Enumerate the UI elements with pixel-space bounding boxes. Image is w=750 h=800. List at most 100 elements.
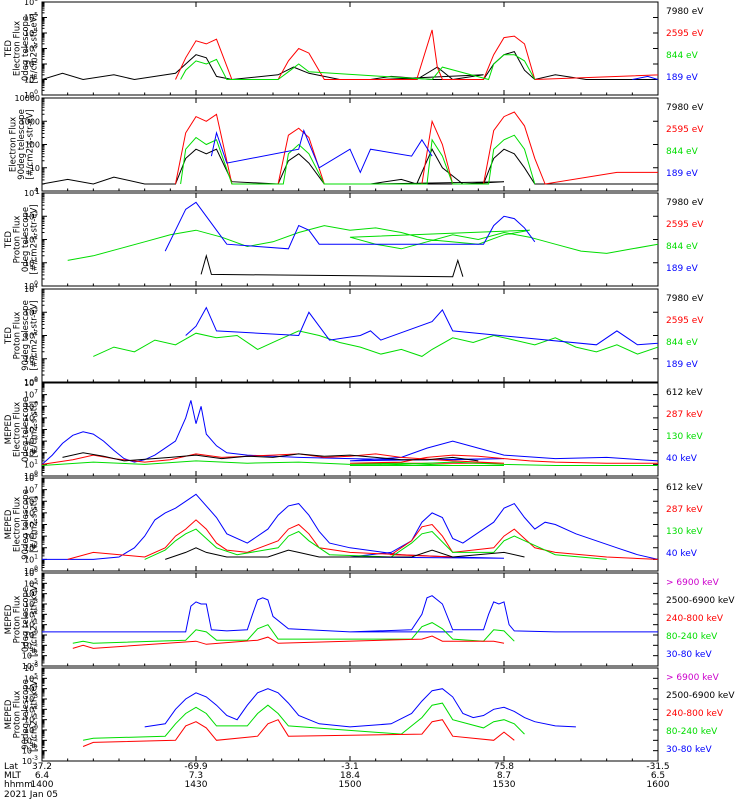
- date-label: 2021 Jan 05: [4, 790, 58, 800]
- y-tick-label: 107: [24, 389, 38, 400]
- y-axis-label-line: [#/cm2-s-str-eV]: [30, 13, 40, 83]
- y-tick-label: 106: [24, 400, 38, 411]
- series-2595-ev: [175, 29, 658, 81]
- legend-entry: 189 eV: [666, 73, 699, 83]
- series-240-800-kev: [72, 635, 505, 649]
- series-189-ev: [632, 75, 658, 80]
- series-2595-ev: [175, 111, 658, 185]
- y-axis-label-line: [#/cm2-s-str-eV]: [25, 109, 35, 179]
- panel-6: 100101102103104105106107108MEPEDElectron…: [4, 472, 703, 576]
- panel-7: 10-310-210-1100101102103104105106MEPEDPr…: [4, 567, 735, 671]
- y-tick-label: 101: [24, 74, 38, 85]
- series-80-240-kev: [83, 702, 525, 741]
- y-axis-label-line: TED: [4, 326, 14, 345]
- y-tick-label: 102: [24, 330, 38, 341]
- legend-entry: 844 eV: [666, 147, 699, 157]
- y-axis-label-line: Electron Flux: [13, 402, 23, 457]
- y-axis-label-line: 90deg telescope: [21, 489, 31, 560]
- y-axis-label-line: Proton Flux: [13, 691, 23, 739]
- series-612-kev: [165, 547, 525, 560]
- x-row-label: Lat: [4, 762, 19, 772]
- y-tick-label: 107: [24, 484, 38, 495]
- x-row-label: MLT: [4, 771, 22, 781]
- y-axis-label-line: MEPED: [4, 509, 14, 539]
- y-tick-label: 10-1: [22, 639, 38, 650]
- legend-entry: 30-80 keV: [666, 745, 712, 755]
- panel-5: 100101102103104105106107108MEPEDElectron…: [4, 377, 703, 481]
- y-tick-label: 100: [24, 724, 38, 735]
- x-tick-label: -31.5: [646, 762, 669, 772]
- legend-entry: 189 eV: [666, 360, 699, 370]
- legend-entry: 2500-6900 keV: [666, 691, 735, 701]
- y-tick-label: 104: [24, 187, 38, 198]
- y-tick-label: 106: [24, 567, 38, 578]
- y-tick-label: 101: [24, 257, 38, 268]
- panel-frame: [41, 572, 659, 667]
- y-tick-label: 100: [24, 376, 38, 387]
- y-tick-label: 104: [24, 283, 38, 294]
- y-tick-label: 100: [24, 280, 38, 291]
- legend-entry: 40 keV: [666, 549, 698, 559]
- y-tick-label: 10: [30, 164, 40, 173]
- legend-entry: 287 keV: [666, 410, 703, 420]
- x-tick-label: 1530: [493, 780, 516, 790]
- y-axis-label-line: Electron Flux: [13, 497, 23, 552]
- y-axis-label-line: 0deg telescope: [21, 397, 31, 462]
- y-tick-label: 105: [24, 672, 38, 683]
- y-tick-label: 102: [24, 542, 38, 553]
- x-tick-label: 6.4: [35, 771, 50, 781]
- series-240-800-kev: [82, 719, 515, 747]
- y-tick-label: 100: [25, 141, 40, 150]
- y-tick-label: 100: [24, 565, 38, 576]
- y-tick-label: 10-2: [22, 745, 38, 756]
- series-130-kev: [42, 460, 658, 466]
- legend-entry: 130 keV: [666, 527, 703, 537]
- legend-entry: 130 keV: [666, 432, 703, 442]
- y-axis-label-line: 90deg telescope: [21, 300, 31, 371]
- y-tick-label: 101: [24, 714, 38, 725]
- legend-entry: 2595 eV: [666, 316, 704, 326]
- y-axis-label-line: 0deg telescope: [21, 587, 31, 652]
- panel-frame: [41, 1, 659, 96]
- y-axis-label-line: [#/cm2-s-str-eV]: [30, 204, 40, 274]
- legend-entry: 2595 eV: [666, 29, 704, 39]
- y-tick-label: 104: [24, 27, 38, 38]
- y-tick-label: 101: [24, 353, 38, 364]
- series-844-ev: [93, 330, 658, 357]
- legend-entry: 287 keV: [666, 505, 703, 515]
- y-tick-label: 102: [24, 703, 38, 714]
- series-844-ev: [180, 134, 536, 185]
- y-axis-label-line: [#/cm2-s-str-eV]: [30, 300, 40, 370]
- y-tick-label: 100: [24, 89, 38, 100]
- y-tick-label: 103: [24, 693, 38, 704]
- series-30-80-kev: [144, 688, 576, 728]
- legend-entry: 612 keV: [666, 483, 703, 493]
- y-tick-label: 10000: [15, 94, 40, 103]
- series-844-ev: [180, 54, 536, 81]
- x-tick-label: 6.5: [651, 771, 665, 781]
- x-tick-label: 7.3: [189, 771, 203, 781]
- series-7980-ev: [200, 253, 464, 278]
- y-tick-label: 101: [24, 619, 38, 630]
- legend-entry: 844 eV: [666, 338, 699, 348]
- x-row-label: hhmm: [4, 780, 33, 790]
- panel-frame: [41, 288, 659, 383]
- y-tick-label: 100: [24, 470, 38, 481]
- y-axis-label-line: TED: [4, 39, 14, 58]
- y-tick-label: 104: [24, 519, 38, 530]
- x-tick-label: 1400: [31, 780, 54, 790]
- series-30-80-kev: [42, 595, 658, 633]
- legend-entry: 844 eV: [666, 51, 699, 61]
- y-tick-label: 102: [24, 58, 38, 69]
- y-tick-label: 103: [24, 210, 38, 221]
- y-axis-label-line: [#/cm2-s-str-keV]: [30, 582, 40, 657]
- legend-entry: 612 keV: [666, 388, 703, 398]
- y-tick-label: 104: [24, 424, 38, 435]
- y-axis-label-line: 90deg telescope: [21, 679, 31, 750]
